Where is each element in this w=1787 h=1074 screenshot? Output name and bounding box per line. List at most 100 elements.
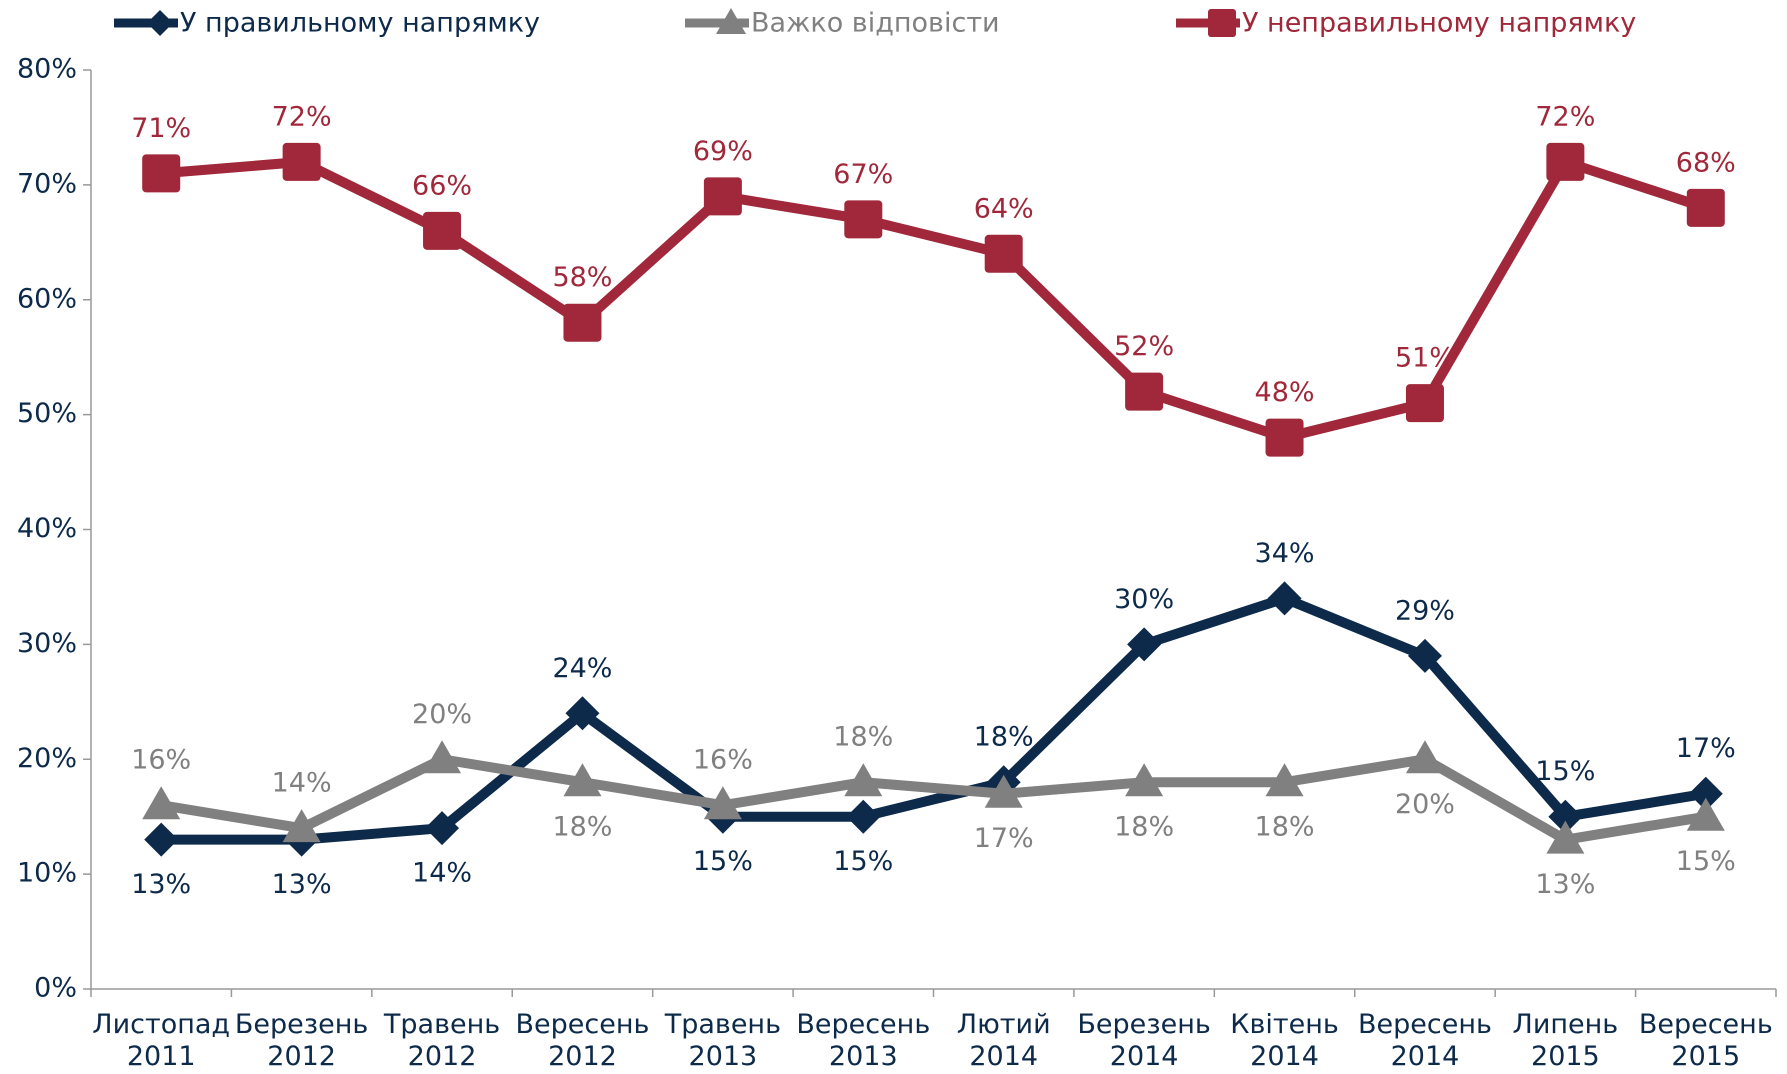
data-label: 13%	[272, 869, 332, 900]
data-label: 18%	[833, 722, 893, 753]
x-tick-label: Травень 2013	[664, 1009, 781, 1072]
marker	[423, 211, 462, 250]
marker	[563, 303, 602, 342]
y-tick-label: 10%	[17, 858, 77, 889]
data-label: 24%	[552, 653, 612, 684]
x-tick-label: Листопад 2011	[92, 1009, 230, 1072]
data-label: 18%	[1255, 812, 1315, 843]
series-line	[161, 593, 1707, 845]
data-label: 16%	[131, 745, 191, 776]
legend-symbol	[1208, 9, 1236, 37]
marker	[1407, 638, 1442, 673]
marker	[282, 809, 321, 843]
marker	[282, 142, 321, 181]
marker	[423, 740, 462, 774]
marker	[846, 799, 881, 834]
marker	[1125, 372, 1164, 411]
marker	[142, 154, 181, 193]
data-label: 71%	[131, 113, 191, 144]
x-tick-label: Вересень 2013	[796, 1009, 930, 1072]
data-label: 72%	[272, 101, 332, 132]
data-label: 17%	[974, 823, 1034, 854]
data-label: 18%	[1114, 812, 1174, 843]
series-line	[160, 156, 1708, 443]
data-label: 18%	[552, 812, 612, 843]
marker	[984, 234, 1023, 273]
data-label: 13%	[1535, 869, 1595, 900]
legend-marker	[147, 10, 173, 36]
x-tick-label: Лютий 2014	[957, 1009, 1051, 1072]
legend-label: У правильному напрямку	[180, 8, 540, 39]
marker	[1127, 627, 1162, 662]
y-tick-label: 30%	[17, 628, 77, 659]
x-tick-label: Березень 2012	[235, 1009, 368, 1072]
data-label: 14%	[412, 858, 472, 889]
marker	[565, 696, 600, 731]
legend-label: У неправильному напрямку	[1242, 8, 1636, 39]
data-label: 58%	[552, 262, 612, 293]
marker	[984, 774, 1023, 808]
data-label: 18%	[974, 722, 1034, 753]
y-tick-label: 40%	[17, 513, 77, 544]
marker	[844, 763, 883, 797]
data-label: 13%	[131, 869, 191, 900]
marker	[1688, 776, 1723, 811]
marker	[844, 200, 883, 239]
x-tick-label: Липень 2015	[1513, 1009, 1619, 1072]
series-line	[160, 754, 1707, 845]
marker	[1265, 763, 1304, 797]
data-label: 66%	[412, 170, 472, 201]
y-tick-label: 50%	[17, 398, 77, 429]
marker	[1265, 418, 1304, 457]
marker	[1686, 797, 1725, 831]
marker	[1405, 384, 1444, 423]
data-label: 67%	[833, 159, 893, 190]
data-label: 51%	[1395, 343, 1455, 374]
marker	[563, 763, 602, 797]
data-label: 20%	[1395, 789, 1455, 820]
y-tick-label: 70%	[17, 168, 77, 199]
data-label: 30%	[1114, 584, 1174, 615]
data-label: 20%	[412, 699, 472, 730]
data-label: 14%	[272, 768, 332, 799]
x-tick-label: Вересень 2014	[1358, 1009, 1492, 1072]
marker	[142, 786, 181, 820]
y-tick-label: 60%	[17, 283, 77, 314]
legend-marker	[716, 8, 746, 34]
legend-symbol	[147, 10, 173, 36]
marker	[703, 177, 742, 216]
marker	[425, 811, 460, 846]
marker	[1546, 820, 1585, 854]
legend-marker	[1208, 9, 1236, 37]
y-tick-label: 80%	[17, 54, 77, 85]
data-label: 48%	[1255, 377, 1315, 408]
data-label: 68%	[1676, 147, 1736, 178]
data-label: 16%	[693, 745, 753, 776]
marker	[144, 822, 179, 857]
data-label: 72%	[1535, 101, 1595, 132]
marker	[1125, 763, 1164, 797]
x-tick-label: Вересень 2015	[1639, 1009, 1773, 1072]
legend-label: Важко відповісти	[751, 8, 1000, 39]
y-tick-label: 20%	[17, 743, 77, 774]
data-label: 52%	[1114, 331, 1174, 362]
data-label: 15%	[1676, 846, 1736, 877]
data-label: 29%	[1395, 595, 1455, 626]
data-label: 15%	[693, 846, 753, 877]
x-tick-label: Вересень 2012	[516, 1009, 650, 1072]
marker	[1686, 188, 1725, 227]
data-label: 34%	[1255, 538, 1315, 569]
data-label: 17%	[1676, 733, 1736, 764]
data-label: 69%	[693, 136, 753, 167]
marker	[1405, 740, 1444, 774]
x-tick-label: Травень 2012	[383, 1009, 500, 1072]
x-tick-label: Квітень 2014	[1230, 1009, 1339, 1072]
y-tick-label: 0%	[34, 973, 77, 1004]
x-tick-label: Березень 2014	[1077, 1009, 1210, 1072]
data-label: 15%	[833, 846, 893, 877]
marker	[1546, 142, 1585, 181]
legend-symbol	[716, 8, 746, 34]
data-label: 64%	[974, 193, 1034, 224]
marker	[1548, 799, 1583, 834]
